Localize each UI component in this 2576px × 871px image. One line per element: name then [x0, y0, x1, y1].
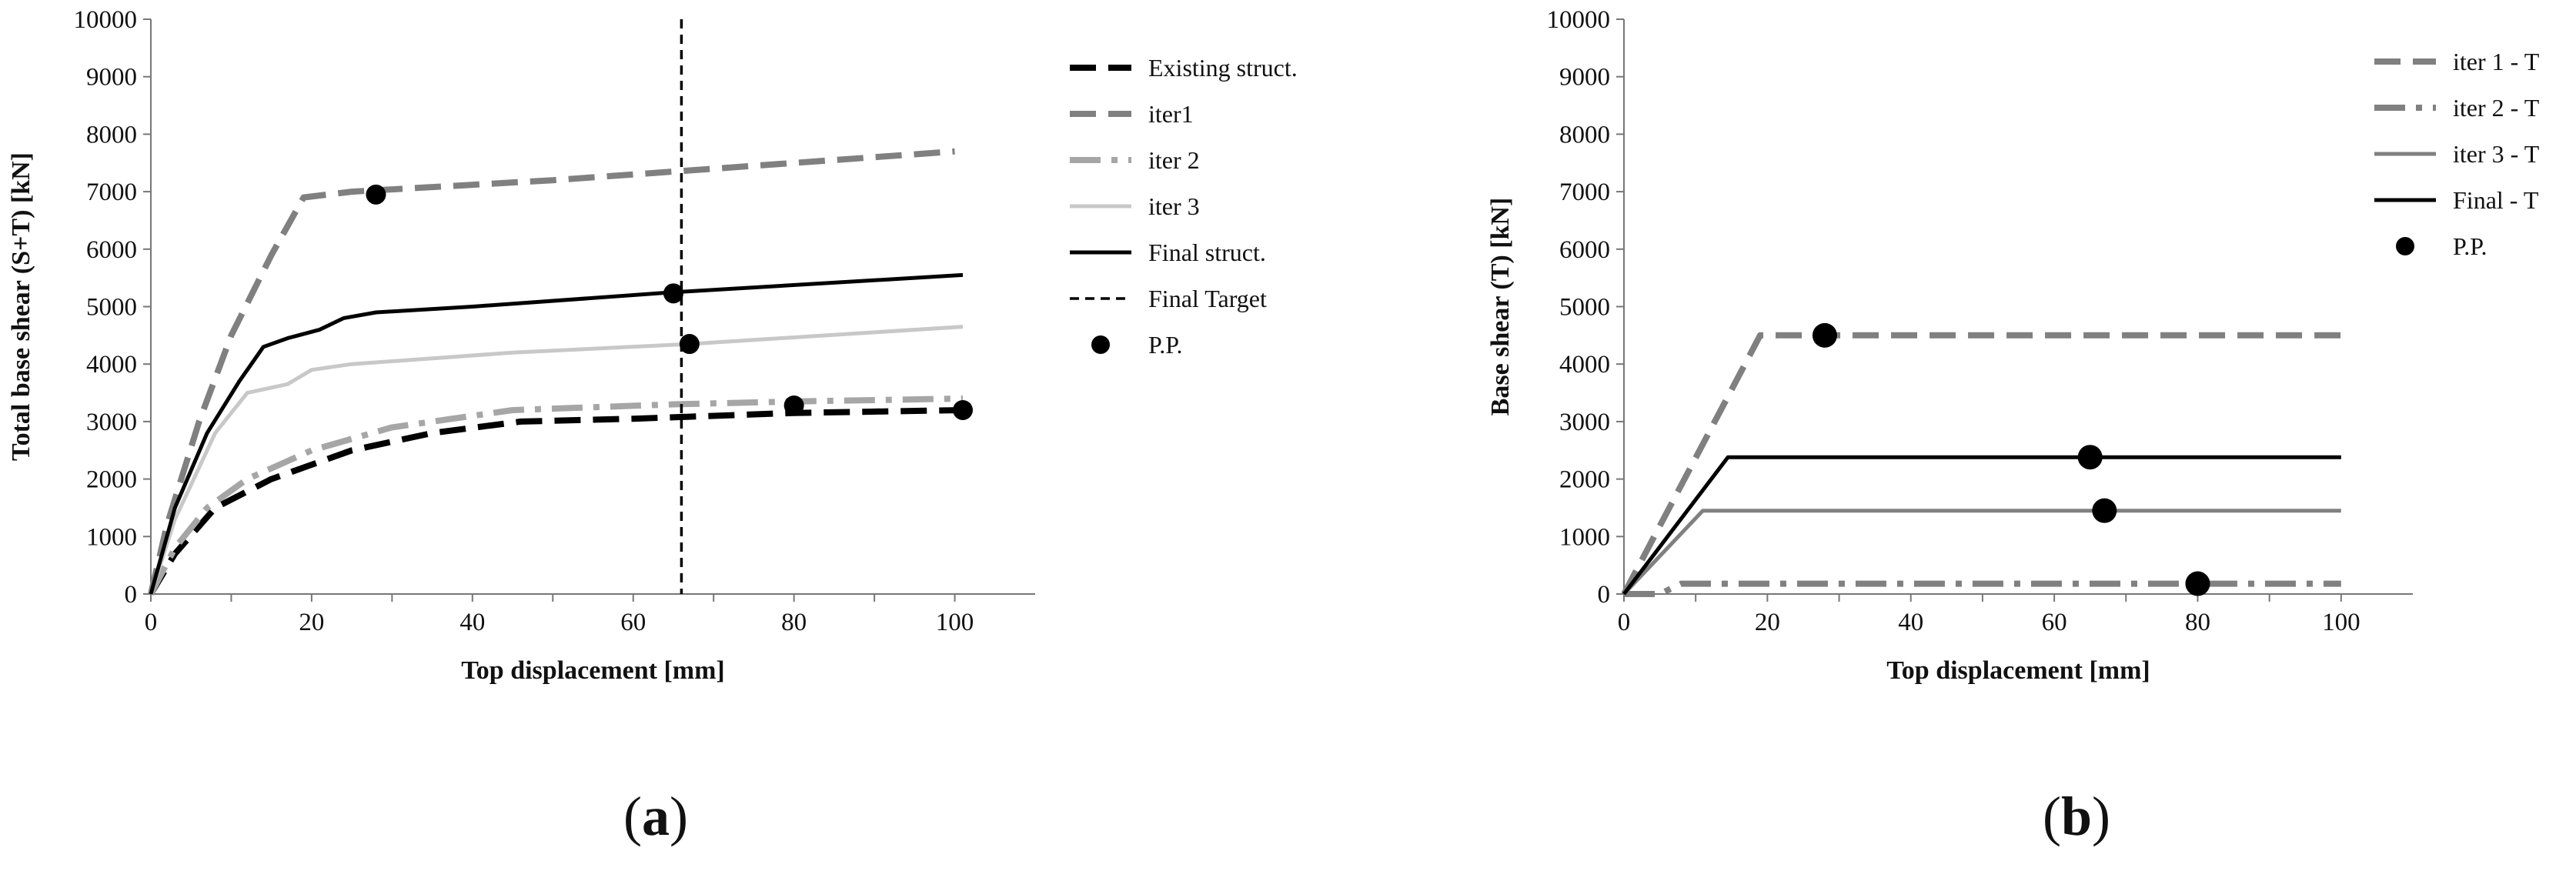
y-tick-label: 8000 — [1559, 121, 1610, 149]
legend-label: iter 3 — [1148, 192, 1200, 220]
y-tick-label: 0 — [125, 581, 138, 609]
y-tick-label: 8000 — [86, 121, 137, 149]
y-tick-label: 0 — [1598, 581, 1611, 609]
x-tick-label: 80 — [781, 609, 807, 636]
panel-b: 0100020003000400050006000700080009000100… — [1486, 6, 2540, 847]
legend-label: P.P. — [2453, 232, 2487, 260]
x-axis-title: Top displacement [mm] — [1886, 656, 2150, 685]
panel-caption: (a) — [623, 786, 688, 847]
y-tick-label: 6000 — [1559, 236, 1610, 264]
series-line — [1621, 332, 2341, 596]
legend-label: Final struct. — [1148, 239, 1266, 266]
x-tick-label: 60 — [2042, 609, 2067, 636]
performance-point — [679, 334, 700, 355]
x-tick-label: 20 — [1755, 609, 1780, 636]
x-tick-label: 20 — [299, 609, 324, 636]
y-tick-label: 9000 — [1559, 64, 1610, 92]
performance-point — [2092, 498, 2117, 523]
series-line — [1624, 580, 2341, 597]
y-tick-label: 6000 — [86, 236, 137, 264]
panel-a: 0100020003000400050006000700080009000100… — [7, 6, 1298, 847]
legend-label: P.P. — [1148, 331, 1183, 359]
y-tick-label: 2000 — [1559, 466, 1610, 494]
y-axis-title: Base shear (T) [kN] — [1486, 198, 1515, 416]
y-tick-label: 1000 — [86, 523, 137, 551]
legend-label: Final Target — [1148, 285, 1267, 312]
y-tick-label: 3000 — [86, 409, 137, 436]
y-tick-label: 7000 — [1559, 179, 1610, 206]
y-tick-label: 4000 — [86, 351, 137, 379]
y-tick-label: 2000 — [86, 466, 137, 494]
legend: Existing struct. iter1 iter 2 iter 3 Final s… — [1070, 54, 1298, 359]
legend-label: iter 1 - T — [2453, 48, 2540, 75]
y-tick-label: 5000 — [1559, 294, 1610, 322]
x-axis-title: Top displacement [mm] — [461, 656, 725, 685]
performance-point — [663, 283, 683, 304]
y-tick-label: 1000 — [1559, 523, 1610, 551]
performance-point — [2185, 571, 2210, 596]
series-line — [1622, 509, 2341, 596]
x-tick-label: 0 — [145, 609, 158, 636]
x-tick-label: 100 — [936, 609, 974, 636]
performance-point — [366, 184, 386, 205]
y-axis-title: Total base shear (S+T) [kN] — [7, 152, 35, 461]
y-tick-label: 9000 — [86, 64, 137, 92]
legend: iter 1 - T iter 2 - T iter 3 - T Final - T P… — [2374, 48, 2540, 260]
series-line — [148, 395, 964, 596]
performance-point — [2077, 445, 2103, 470]
legend-marker — [1091, 335, 1110, 354]
y-tick-label: 5000 — [86, 294, 137, 322]
x-tick-label: 60 — [620, 609, 646, 636]
performance-point — [952, 399, 973, 420]
series-line — [149, 272, 964, 595]
series-line — [148, 148, 955, 595]
x-tick-label: 80 — [2185, 609, 2210, 636]
x-tick-label: 0 — [1618, 609, 1631, 636]
series-line — [148, 407, 964, 596]
series-line — [149, 325, 964, 595]
x-tick-label: 40 — [459, 609, 485, 636]
legend-label: Existing struct. — [1148, 54, 1298, 82]
y-tick-label: 7000 — [86, 179, 137, 206]
legend-label: iter 2 - T — [2453, 94, 2540, 122]
legend-label: iter1 — [1148, 100, 1194, 128]
y-tick-label: 10000 — [74, 6, 138, 34]
legend-label: iter 3 - T — [2453, 140, 2540, 168]
legend-label: Final - T — [2453, 186, 2539, 214]
performance-point — [783, 395, 804, 415]
y-tick-label: 4000 — [1559, 351, 1610, 379]
panel-caption: (b) — [2043, 786, 2110, 847]
x-tick-label: 40 — [1898, 609, 1923, 636]
legend-marker — [2396, 237, 2414, 255]
x-tick-label: 100 — [2322, 609, 2360, 636]
performance-point — [1812, 322, 1837, 348]
legend-label: iter 2 — [1148, 146, 1200, 174]
series-line — [1622, 455, 2341, 596]
y-tick-label: 10000 — [1547, 6, 1611, 34]
y-tick-label: 3000 — [1559, 409, 1610, 436]
